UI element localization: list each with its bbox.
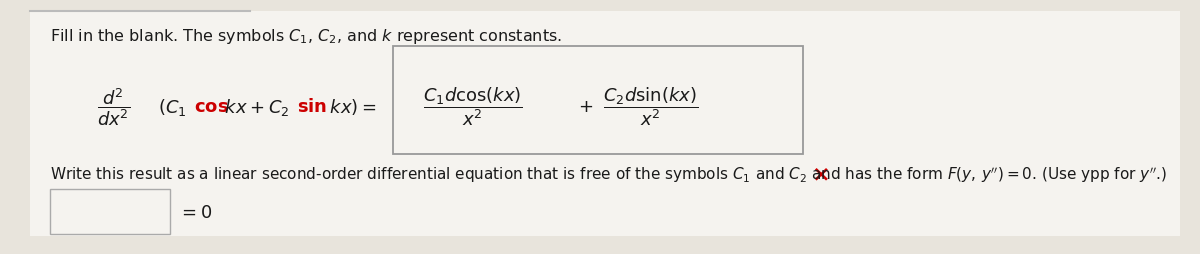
Text: $\mathbf{sin}$: $\mathbf{sin}$ [298, 98, 328, 116]
Text: $= 0$: $= 0$ [178, 203, 212, 221]
Text: $+$: $+$ [578, 98, 593, 116]
Text: $\dfrac{C_1 d\cos(kx)}{x^2}$: $\dfrac{C_1 d\cos(kx)}{x^2}$ [424, 85, 523, 128]
Text: $\dfrac{C_2 d\sin(kx)}{x^2}$: $\dfrac{C_2 d\sin(kx)}{x^2}$ [604, 85, 698, 128]
Bar [50, 189, 170, 234]
Text: $\mathbf{cos}$: $\mathbf{cos}$ [194, 98, 229, 116]
Text: $\mathbf{\times}$: $\mathbf{\times}$ [811, 164, 829, 184]
Bar [30, 12, 1180, 236]
Text: $\dfrac{d^2}{dx^2}$: $\dfrac{d^2}{dx^2}$ [97, 86, 131, 128]
Bar [394, 47, 803, 154]
Text: $\,kx + C_2\,$: $\,kx + C_2\,$ [222, 96, 289, 117]
Text: $\,kx) =$: $\,kx) =$ [328, 97, 377, 117]
Text: Write this result as a linear second-order differential equation that is free of: Write this result as a linear second-ord… [50, 164, 1168, 184]
Text: $(C_1\,$: $(C_1\,$ [158, 96, 186, 117]
Text: Fill in the blank. The symbols $C_1$, $C_2$, and $k$ represent constants.: Fill in the blank. The symbols $C_1$, $C… [50, 27, 562, 46]
